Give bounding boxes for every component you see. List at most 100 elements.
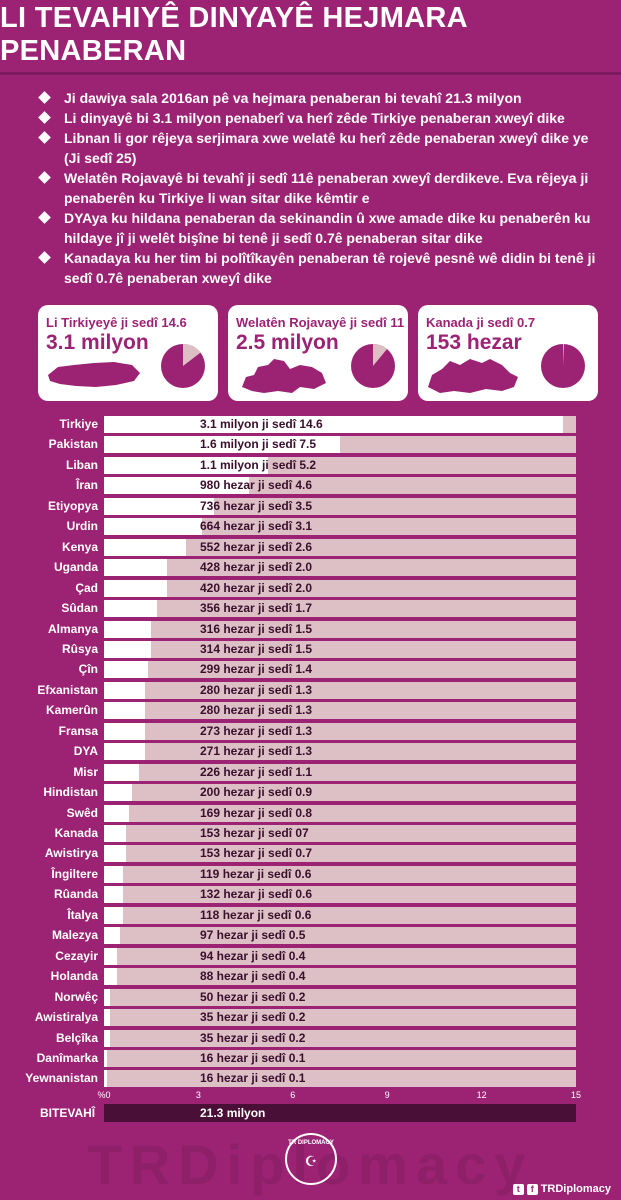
card-value: 153 hezar	[426, 331, 522, 354]
bar	[104, 416, 564, 433]
bar	[104, 1009, 111, 1027]
bar-value-label: 980 hezar ji sedî 4.6	[200, 478, 313, 493]
bar	[104, 784, 133, 802]
bar-value-label: 118 hezar ji sedî 0.6	[200, 907, 312, 922]
country-label: Kamerûn	[45, 703, 98, 718]
bar-value-label: 314 hezar ji sedî 1.5	[200, 641, 313, 656]
share-pie	[161, 344, 205, 388]
bar-track	[104, 640, 576, 658]
seal-logo: TR DIPLOMACY ☪	[285, 1133, 337, 1185]
x-tick-label: 3	[195, 1090, 201, 1100]
bar-value-label: 3.1 milyon ji sedî 14.6	[200, 417, 323, 431]
facebook-icon[interactable]: f	[526, 1183, 538, 1195]
country-label: Îngiltere	[51, 866, 98, 881]
bar-track	[104, 497, 576, 515]
bar-track	[104, 784, 576, 802]
bar-track	[104, 906, 576, 924]
bar-value-label: 1.1 milyon ji sedî 5.2	[200, 457, 317, 472]
bar	[104, 927, 120, 945]
bar-row: Misr 226 hezar ji sedî 1.1	[0, 763, 621, 781]
bar	[104, 1029, 111, 1047]
bar-value-label: 736 hezar ji sedî 3.5	[200, 498, 313, 513]
bar-row: Rûsya 314 hezar ji sedî 1.5	[0, 640, 621, 658]
bar-value-label: 169 hezar ji sedî 0.8	[200, 805, 313, 820]
bar	[104, 559, 167, 577]
bar-track	[104, 661, 576, 679]
bar	[104, 722, 145, 740]
country-label: Malezya	[51, 928, 98, 943]
bar-row: Efxanistan 280 hezar ji sedî 1.3	[0, 681, 621, 699]
bar	[104, 886, 123, 904]
bar	[104, 825, 127, 842]
share-pie	[351, 344, 395, 388]
fact-item: Li dinyayê bi 3.1 milyon penaberî va her…	[38, 108, 598, 128]
bar	[104, 497, 215, 515]
country-label: Efxanistan	[37, 682, 98, 697]
bar-row: Danîmarka 16 hezar ji sedî 0.1	[0, 1049, 621, 1067]
bar-row: Holanda 88 hezar ji sedî 0.4	[0, 968, 621, 986]
country-label: Holanda	[50, 969, 98, 984]
card-label: Li Tirkiyeyê ji sedî 14.6	[46, 315, 187, 330]
bar-row: Îtalya 118 hezar ji sedî 0.6	[0, 906, 621, 924]
bar-track	[104, 1029, 576, 1047]
country-label: Uganda	[53, 560, 98, 575]
bar	[104, 906, 123, 924]
fact-item: Libnan li gor rêjeya serjimara xwe welat…	[38, 128, 598, 168]
card-label: Kanada ji sedî 0.7	[426, 315, 536, 330]
bar	[104, 743, 145, 761]
bar-row: Hindistan 200 hezar ji sedî 0.9	[0, 784, 621, 802]
bar-track	[104, 886, 576, 904]
bar	[104, 620, 152, 638]
bar	[104, 947, 117, 965]
pie-share-slice	[563, 343, 564, 366]
bar-row: Çad 420 hezar ji sedî 2.0	[0, 579, 621, 597]
pie-share-slice	[183, 344, 201, 366]
total-row: BITEVAHÎ 21.3 milyon	[0, 1104, 621, 1122]
country-label: Urdin	[66, 519, 98, 534]
bar-track	[104, 600, 576, 618]
twitter-icon[interactable]: t	[512, 1183, 524, 1195]
country-label: Norwêç	[54, 989, 98, 1004]
bar	[104, 456, 268, 474]
bar-row: Pakistan 1.6 milyon ji sedî 7.5	[0, 436, 621, 454]
diamond-bullet-icon	[38, 91, 51, 104]
bar-row: DYA 271 hezar ji sedî 1.3	[0, 743, 621, 761]
bar-value-label: 16 hezar ji sedî 0.1	[200, 1071, 306, 1086]
country-label: Cezayir	[55, 948, 98, 963]
bar-track	[104, 1009, 576, 1027]
country-label: Tirkiye	[59, 417, 98, 431]
bar-value-label: 119 hezar ji sedî 0.6	[200, 866, 312, 881]
bar-row: Yewnanistan 16 hezar ji sedî 0.1	[0, 1070, 621, 1088]
bar-row: Malezya 97 hezar ji sedî 0.5	[0, 927, 621, 945]
bar-value-label: 94 hezar ji sedî 0.4	[200, 948, 306, 963]
bar-value-label: 226 hezar ji sedî 1.1	[200, 764, 313, 779]
country-label: Hindistan	[43, 785, 98, 800]
total-bar	[104, 1104, 576, 1122]
bar-track	[104, 845, 576, 863]
bar-row: Kenya 552 hezar ji sedî 2.6	[0, 538, 621, 556]
bar-track	[104, 518, 576, 536]
country-label: Çad	[75, 580, 98, 595]
bar-row: Swêd 169 hezar ji sedî 0.8	[0, 804, 621, 822]
country-label: Swêd	[66, 805, 98, 820]
country-label: Etiyopya	[47, 498, 98, 513]
bar-row: Îngiltere 119 hezar ji sedî 0.6	[0, 865, 621, 883]
bar-value-label: 35 hezar ji sedî 0.2	[200, 1030, 306, 1045]
fact-item: DYAya ku hildana penaberan da sekinandin…	[38, 208, 598, 248]
bar-row: Cezayir 94 hezar ji sedî 0.4	[0, 947, 621, 965]
bar-row: Uganda 428 hezar ji sedî 2.0	[0, 559, 621, 577]
country-label: Sûdan	[61, 601, 98, 616]
bar-row: Awistirya 153 hezar ji sedî 0.7	[0, 845, 621, 863]
bar	[104, 1049, 108, 1067]
social-handle[interactable]: TRDiplomacy	[540, 1183, 611, 1195]
country-label: Îran	[75, 478, 98, 493]
total-value: 21.3 milyon	[200, 1106, 266, 1120]
bar	[104, 988, 111, 1006]
bar-row: Kamerûn 280 hezar ji sedî 1.3	[0, 702, 621, 720]
bar-value-label: 299 hezar ji sedî 1.4	[200, 662, 313, 677]
bar-row: Çîn 299 hezar ji sedî 1.4	[0, 661, 621, 679]
bar-value-label: 280 hezar ji sedî 1.3	[200, 682, 313, 697]
bar-value-label: 552 hezar ji sedî 2.6	[200, 539, 313, 554]
x-tick-label: 15	[570, 1090, 582, 1100]
bar	[104, 538, 186, 556]
